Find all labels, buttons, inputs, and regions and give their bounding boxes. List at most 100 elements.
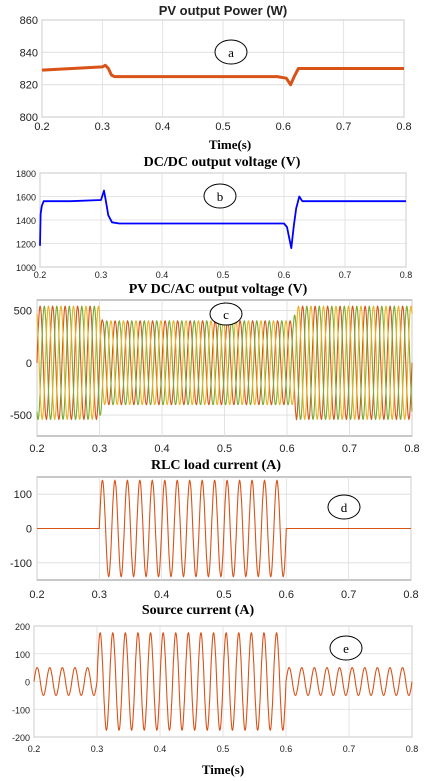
x-tick-label: 0.5 <box>217 744 230 754</box>
waveform-phase-2 <box>36 305 413 421</box>
x-tick-label: 0.2 <box>34 121 49 133</box>
panel-dcac-voltage: PV DC/AC output voltage (V) -500 0 500 0.2… <box>10 282 420 455</box>
panel-dcdc-voltage: DC/DC output voltage (V) 1000 1200 1400 160… <box>16 155 412 280</box>
y-tick-label: 1000 <box>16 263 36 273</box>
x-tick-label: 0.3 <box>95 270 108 280</box>
y-tick-label: 0 <box>26 358 32 370</box>
annotation-circle-a <box>214 39 248 65</box>
x-tick-label: 0.8 <box>396 121 411 133</box>
annotation-circle-e <box>329 635 363 661</box>
x-tick-label: 0.6 <box>279 443 294 455</box>
y-tick-label: -100 <box>10 558 32 570</box>
grid-dcdc-voltage <box>39 172 407 268</box>
xticks-dcdc-voltage: 0.2 0.3 0.4 0.5 0.6 0.7 0.8 <box>34 270 413 280</box>
x-tick-label: 0.2 <box>34 270 47 280</box>
annotation-e: e <box>343 641 349 656</box>
x-tick-label: 0.5 <box>217 270 230 280</box>
series-line-0 <box>41 63 404 87</box>
annotation-c: c <box>223 307 229 322</box>
annotation-b: b <box>217 189 224 204</box>
y-tick-label: 0 <box>26 524 32 536</box>
annotation-circle-b <box>203 183 237 209</box>
series-pv-power <box>41 63 404 87</box>
x-tick-label: 0.5 <box>215 121 230 133</box>
x-tick-label: 0.4 <box>156 270 169 280</box>
x-tick-label: 0.6 <box>278 270 291 280</box>
x-tick-label: 0.7 <box>336 121 351 133</box>
xticks-source-current: 0.2 0.3 0.4 0.5 0.6 0.7 0.8 <box>28 744 419 754</box>
x-tick-label: 0.6 <box>280 744 293 754</box>
x-tick-label: 0.4 <box>154 744 167 754</box>
waveform-phase-1 <box>36 305 413 421</box>
x-tick-label: 0.7 <box>342 443 357 455</box>
xticks-dcac-voltage: 0.2 0.3 0.4 0.5 0.6 0.7 0.8 <box>29 443 419 455</box>
y-tick-label: 1800 <box>16 169 36 179</box>
x-tick-label: 0.2 <box>28 744 41 754</box>
annotation-d: d <box>341 500 348 515</box>
y-tick-label: -200 <box>12 733 30 743</box>
title-pv-power: PV output Power (W) <box>159 3 288 18</box>
panel-rlc-current: RLC load current (A) -100 0 100 0.2 0.3 0.4 0… <box>10 458 419 601</box>
title-dcac-voltage: PV DC/AC output voltage (V) <box>129 282 308 297</box>
y-tick-label: -100 <box>12 705 30 715</box>
x-tick-label: 0.8 <box>403 589 418 601</box>
title-source-current: Source current (A) <box>142 603 255 618</box>
xlabel-source-current: Time(s) <box>202 762 244 777</box>
waveform-phase-0 <box>33 632 413 731</box>
x-tick-label: 0.4 <box>155 121 170 133</box>
x-tick-label: 0.2 <box>29 589 44 601</box>
y-tick-label: 500 <box>14 305 32 317</box>
x-tick-label: 0.3 <box>95 121 110 133</box>
x-tick-label: 0.6 <box>276 121 291 133</box>
y-tick-label: 840 <box>20 47 38 59</box>
title-rlc-current: RLC load current (A) <box>151 458 281 473</box>
x-tick-label: 0.6 <box>279 589 294 601</box>
x-tick-label: 0.7 <box>339 270 352 280</box>
y-tick-label: 860 <box>20 15 38 27</box>
y-tick-label: -500 <box>10 410 32 422</box>
series-source-current <box>33 632 413 731</box>
x-tick-label: 0.2 <box>29 443 44 455</box>
annotation-a: a <box>228 45 234 60</box>
x-tick-label: 0.4 <box>154 443 169 455</box>
series-line-0 <box>39 189 406 250</box>
x-tick-label: 0.3 <box>92 589 107 601</box>
y-tick-label: 1600 <box>16 193 36 203</box>
y-tick-label: 100 <box>15 650 30 660</box>
y-tick-label: 820 <box>20 80 38 92</box>
x-tick-label: 0.8 <box>406 744 419 754</box>
y-tick-label: 0 <box>25 678 30 688</box>
x-tick-label: 0.7 <box>343 744 356 754</box>
series-rlc-current <box>37 479 411 578</box>
annotation-circle-c <box>209 302 243 326</box>
yticks-rlc-current: -100 0 100 <box>10 489 32 570</box>
x-tick-label: 0.4 <box>154 589 169 601</box>
waveform-phase-0 <box>36 305 413 421</box>
y-tick-label: 100 <box>14 489 32 501</box>
waveform-phase-0 <box>37 479 411 578</box>
x-tick-label: 0.5 <box>217 443 232 455</box>
xlabel-pv-power: Time(s) <box>209 137 251 152</box>
x-tick-label: 0.8 <box>400 270 413 280</box>
yticks-pv-power: 800 820 840 860 <box>20 15 38 124</box>
y-tick-label: 1200 <box>16 240 36 250</box>
y-tick-label: 800 <box>20 112 38 124</box>
x-tick-label: 0.7 <box>341 589 356 601</box>
x-tick-label: 0.5 <box>216 589 231 601</box>
annotation-circle-d <box>327 494 361 520</box>
y-tick-label: 1400 <box>16 216 36 226</box>
title-dcdc-voltage: DC/DC output voltage (V) <box>144 155 301 170</box>
xticks-pv-power: 0.2 0.3 0.4 0.5 0.6 0.7 0.8 <box>34 121 411 133</box>
series-dcac-voltage <box>36 305 413 421</box>
yticks-source-current: -200 -100 0 100 200 <box>12 622 30 743</box>
y-tick-label: 200 <box>15 622 30 632</box>
x-tick-label: 0.3 <box>91 744 104 754</box>
yticks-dcdc-voltage: 1000 1200 1400 1600 1800 <box>16 169 36 273</box>
series-dcdc-voltage <box>39 189 406 250</box>
x-tick-label: 0.8 <box>404 443 419 455</box>
x-tick-label: 0.3 <box>92 443 107 455</box>
yticks-dcac-voltage: -500 0 500 <box>10 305 32 422</box>
